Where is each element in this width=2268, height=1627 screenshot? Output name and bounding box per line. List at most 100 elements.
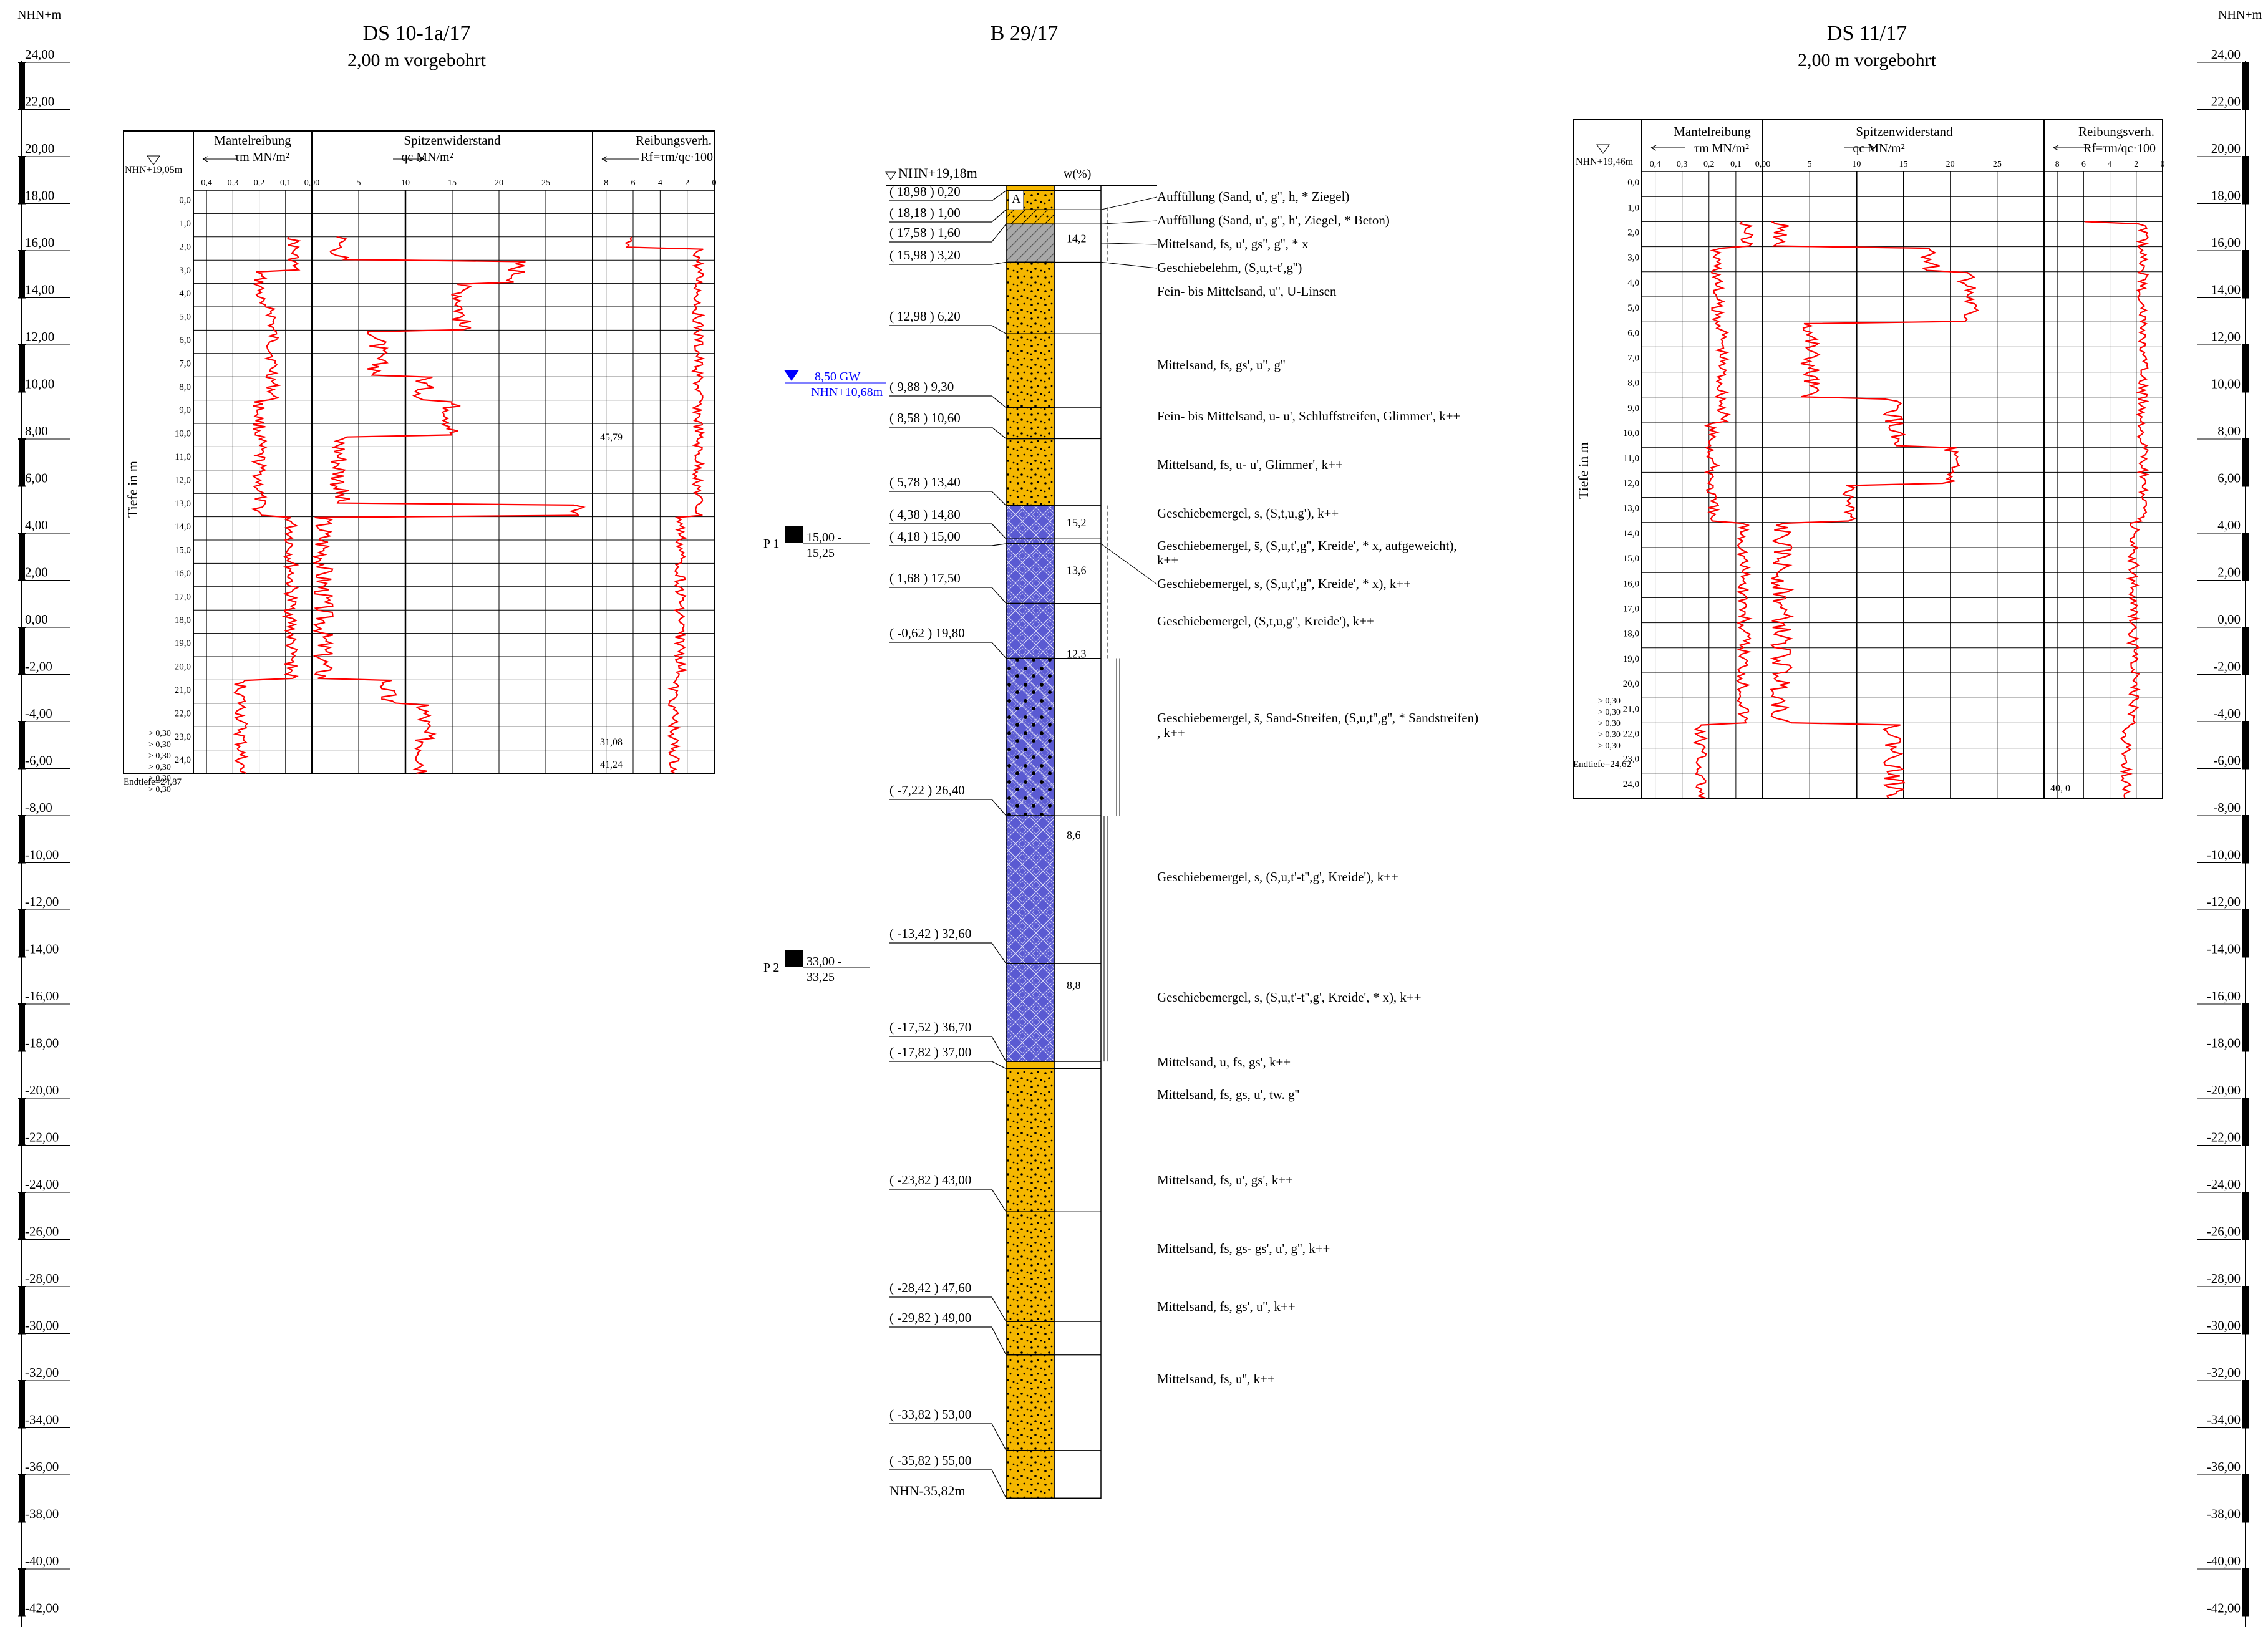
friction-tick-label: 0,3 bbox=[228, 178, 239, 188]
layer-description: Mittelsand, fs, u'', k++ bbox=[1157, 1371, 1275, 1386]
scale-label: -12,00 bbox=[2207, 894, 2241, 909]
scale-block bbox=[2242, 251, 2249, 298]
layer-depth-label: ( -29,82 ) 49,00 bbox=[889, 1310, 971, 1325]
soil-layer bbox=[1006, 261, 1055, 334]
soil-layer bbox=[1006, 185, 1055, 191]
depth-tick-label: 5,0 bbox=[1627, 303, 1639, 313]
scale-label: -24,00 bbox=[25, 1177, 59, 1192]
ds2-end-depth: Endtiefe=24,62 bbox=[1573, 760, 1631, 770]
soil-layer bbox=[1006, 505, 1055, 539]
scale-block bbox=[19, 722, 25, 769]
scale-label: -8,00 bbox=[25, 800, 52, 815]
depth-tick-label: 18,0 bbox=[1623, 629, 1639, 639]
soil-layer bbox=[1006, 815, 1055, 965]
layer-description: Mittelsand, fs, gs- gs', u', g'', k++ bbox=[1157, 1241, 1330, 1256]
layer-description: Mittelsand, fs, u', gs', k++ bbox=[1157, 1172, 1293, 1187]
depth-tick-label: 9,0 bbox=[179, 405, 191, 415]
ratio-tick-label: 8 bbox=[2055, 160, 2060, 169]
depth-tick-label: 12,0 bbox=[175, 475, 191, 485]
scale-label: 22,00 bbox=[2211, 94, 2241, 109]
layer-boundary-line bbox=[889, 1061, 1101, 1069]
side-note-label: > 0,30 bbox=[1598, 741, 1621, 751]
scale-label: -40,00 bbox=[2207, 1553, 2241, 1568]
side-note-label: > 0,30 bbox=[148, 740, 171, 750]
scale-label: 12,00 bbox=[2211, 329, 2241, 344]
scale-label: -34,00 bbox=[2207, 1412, 2241, 1427]
layer-depth-label: ( -35,82 ) 55,00 bbox=[889, 1453, 971, 1468]
scale-label: -28,00 bbox=[25, 1271, 59, 1286]
depth-tick-label: 22,0 bbox=[1623, 730, 1639, 740]
scale-label: 12,00 bbox=[25, 329, 54, 344]
scale-label: 16,00 bbox=[2211, 235, 2241, 250]
layer-description: Geschiebemergel, (S,t,u,g'', Kreide'), k… bbox=[1157, 614, 1374, 629]
depth-tick-label: 3,0 bbox=[1627, 253, 1639, 263]
scale-block bbox=[2242, 1098, 2249, 1146]
scale-label: -22,00 bbox=[25, 1130, 59, 1145]
scale-label: 10,00 bbox=[25, 377, 54, 392]
scale-label: -36,00 bbox=[25, 1459, 59, 1474]
tip-tick-label: 5 bbox=[1808, 160, 1812, 169]
ds1-friction-unit: τm MN/m² bbox=[235, 150, 289, 164]
scale-label: 6,00 bbox=[25, 471, 48, 486]
scale-block bbox=[2242, 157, 2249, 204]
elevation-scale-right: 24,00 22,00 20,00 18,00 16,00 14,00 12,00 10,00… bbox=[2197, 47, 2249, 1627]
tip-tick-label: 20 bbox=[495, 178, 503, 188]
ds2-friction-unit: τm MN/m² bbox=[1694, 142, 1749, 155]
soil-layer bbox=[1006, 333, 1055, 408]
scale-label: -10,00 bbox=[2207, 847, 2241, 862]
tip-tick-label: 25 bbox=[541, 178, 550, 188]
scale-label: -4,00 bbox=[2213, 706, 2241, 721]
borehole-w-header: w(%) bbox=[1064, 167, 1091, 181]
scale-label: -12,00 bbox=[25, 894, 59, 909]
borehole-top-level: NHN+19,18m bbox=[898, 165, 977, 181]
depth-tick-label: 21,0 bbox=[1623, 704, 1639, 714]
water-content-value: 8,6 bbox=[1067, 829, 1081, 841]
ratio-tick-label: 8 bbox=[604, 178, 608, 188]
scale-label: -20,00 bbox=[25, 1083, 59, 1098]
scale-label: -10,00 bbox=[25, 847, 59, 862]
layer-boundary-line bbox=[889, 223, 1101, 243]
groundwater-depth: 8,50 GW bbox=[815, 370, 860, 384]
scale-label: 8,00 bbox=[2217, 423, 2241, 438]
scale-label: 14,00 bbox=[25, 282, 54, 297]
scale-block bbox=[19, 157, 25, 204]
scale-block bbox=[19, 910, 25, 957]
layer-depth-label: ( 4,38 ) 14,80 bbox=[889, 507, 961, 522]
description-leader bbox=[1100, 261, 1158, 269]
depth-tick-label: 10,0 bbox=[175, 429, 191, 439]
soil-layer bbox=[1006, 1061, 1055, 1069]
layer-boundary-line bbox=[889, 642, 1101, 659]
scale-label: 10,00 bbox=[2211, 377, 2241, 392]
description-leader bbox=[1100, 543, 1158, 585]
ratio-tick-label: 4 bbox=[658, 178, 662, 188]
scale-block bbox=[2242, 345, 2249, 392]
depth-tick-label: 8,0 bbox=[179, 382, 191, 392]
layer-depth-label: ( -23,82 ) 43,00 bbox=[889, 1172, 971, 1187]
ds1-value-3: 41,24 bbox=[600, 760, 623, 770]
description-leader bbox=[1100, 243, 1158, 245]
layer-depth-label: ( 12,98 ) 6,20 bbox=[889, 309, 961, 324]
side-note-label: > 0,30 bbox=[1598, 719, 1621, 728]
scale-label: -26,00 bbox=[25, 1224, 59, 1239]
layer-description: Auffüllung (Sand, u', g'', h, * Ziegel) bbox=[1157, 189, 1349, 204]
water-content-column bbox=[1054, 185, 1102, 1499]
ds2-ratio-unit: Rf=τm/qc·100 bbox=[2083, 142, 2156, 155]
layer-boundary-line bbox=[889, 523, 1101, 539]
scale-label: -2,00 bbox=[2213, 659, 2241, 674]
header-arrow bbox=[601, 156, 639, 162]
layer-depth-label: ( -17,52 ) 36,70 bbox=[889, 1020, 971, 1035]
cpt-panel-ds2: NHN+19,46m Mantelreibung τm MN/m² Spitze… bbox=[1573, 119, 2165, 799]
layer-boundary-line bbox=[889, 209, 1101, 223]
depth-tick-label: 16,0 bbox=[1623, 579, 1639, 589]
layer-boundary-line bbox=[889, 1326, 1101, 1356]
depth-tick-label: 10,0 bbox=[1623, 428, 1639, 438]
soil-layer bbox=[1006, 602, 1055, 659]
scale-label: -20,00 bbox=[2207, 1083, 2241, 1098]
ds2-ratio-header: Reibungsverh. bbox=[2078, 124, 2154, 139]
ds1-ratio-header: Reibungsverh. bbox=[636, 133, 712, 148]
scale-label: -16,00 bbox=[25, 988, 59, 1003]
start-level-marker bbox=[1596, 144, 1610, 154]
depth-tick-label: 0,0 bbox=[1627, 178, 1639, 188]
depth-tick-label: 5,0 bbox=[179, 312, 191, 322]
